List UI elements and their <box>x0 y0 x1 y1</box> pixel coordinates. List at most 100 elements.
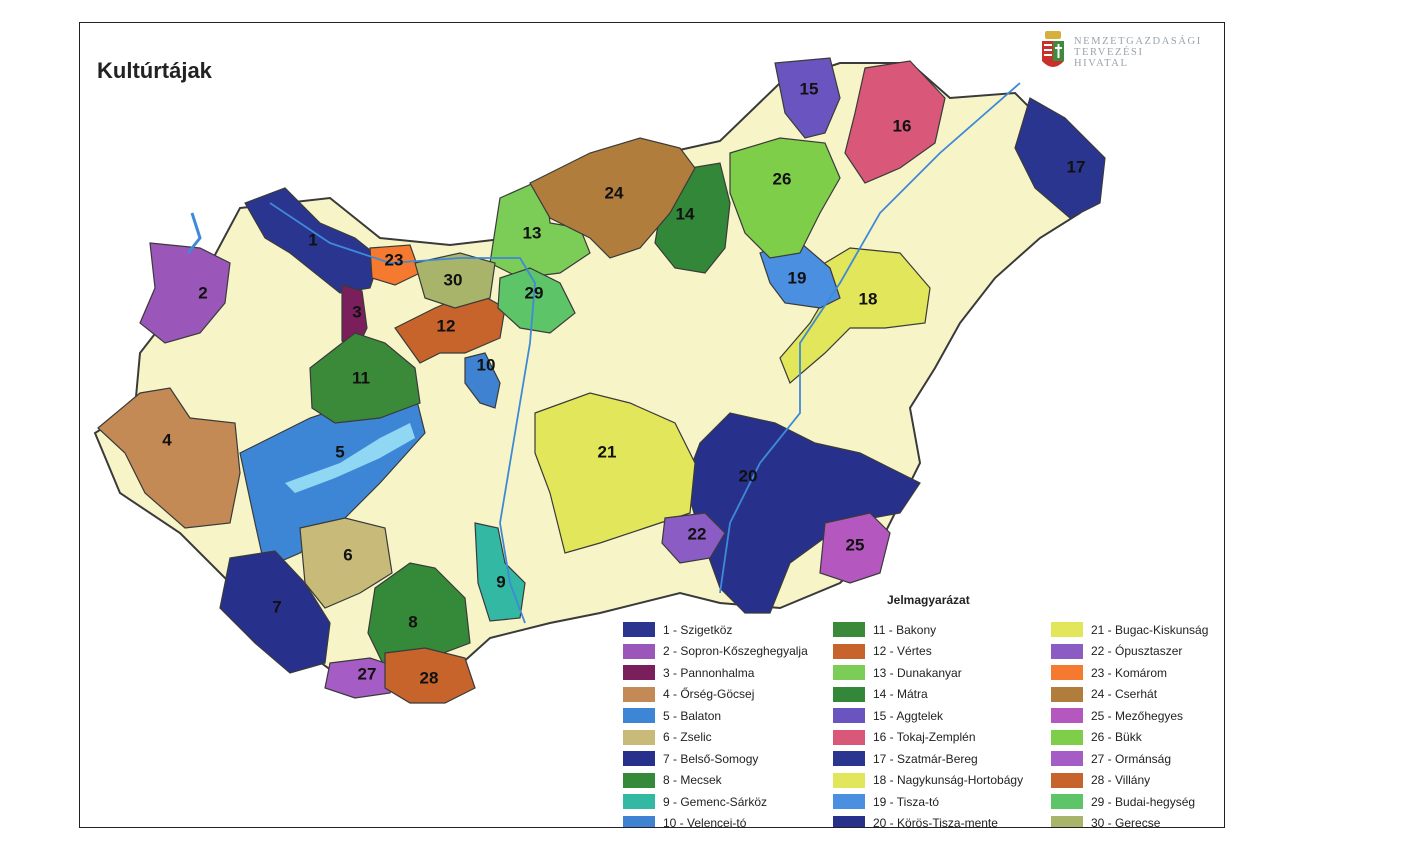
region-8 <box>367 562 471 669</box>
region-22 <box>661 512 726 564</box>
legend-label: 29 - Budai-hegység <box>1091 794 1196 809</box>
logo-text: NEMZETGAZDASÁGI TERVEZÉSI HIVATAL <box>1074 36 1202 69</box>
legend-item: 10 - Velencei-tó <box>623 813 808 828</box>
legend-label: 3 - Pannonhalma <box>663 665 755 680</box>
legend-item: 21 - Bugac-Kiskunság <box>1051 619 1208 641</box>
legend-swatch <box>623 665 655 681</box>
legend-swatch <box>833 729 865 745</box>
legend-label: 8 - Mecsek <box>663 773 722 788</box>
legend-label: 19 - Tisza-tó <box>873 794 940 809</box>
region-1 <box>244 187 381 294</box>
legend-label: 10 - Velencei-tó <box>663 816 747 828</box>
legend-swatch <box>833 751 865 767</box>
lake-ferto <box>186 212 202 254</box>
legend-swatch <box>1051 815 1083 827</box>
region-label-22: 22 <box>688 524 707 543</box>
legend-item: 9 - Gemenc-Sárköz <box>623 791 808 813</box>
region-label-29: 29 <box>525 283 544 302</box>
region-30 <box>414 252 496 309</box>
region-23 <box>369 244 421 286</box>
legend-swatch <box>1051 708 1083 724</box>
legend: 1 - Szigetköz 2 - Sopron-Kőszeghegyalja 3 … <box>623 619 1223 828</box>
legend-swatch <box>623 729 655 745</box>
legend-item: 7 - Belső-Somogy <box>623 748 808 770</box>
region-5-lake <box>285 423 415 493</box>
legend-item: 13 - Dunakanyar <box>833 662 1023 684</box>
region-label-11: 11 <box>352 368 370 387</box>
legend-label: 15 - Aggtelek <box>873 708 944 723</box>
region-6 <box>299 517 393 609</box>
legend-item: 17 - Szatmár-Bereg <box>833 748 1023 770</box>
tisza-river <box>719 82 1021 594</box>
legend-label: 11 - Bakony <box>873 622 937 637</box>
region-15 <box>774 57 841 139</box>
coat-of-arms-icon <box>1042 31 1064 67</box>
rivers <box>186 82 1021 624</box>
region-9 <box>474 522 526 622</box>
region-11 <box>309 332 421 424</box>
legend-swatch <box>1051 729 1083 745</box>
legend-item: 18 - Nagykunság-Hortobágy <box>833 770 1023 792</box>
legend-item: 1 - Szigetköz <box>623 619 808 641</box>
legend-swatch <box>623 622 655 638</box>
legend-label: 24 - Cserhát <box>1091 687 1158 702</box>
region-label-16: 16 <box>893 116 912 135</box>
legend-item: 11 - Bakony <box>833 619 1023 641</box>
legend-swatch <box>623 772 655 788</box>
region-27 <box>324 657 401 699</box>
legend-item: 3 - Pannonhalma <box>623 662 808 684</box>
legend-swatch <box>1051 665 1083 681</box>
legend-item: 27 - Ormánság <box>1051 748 1208 770</box>
legend-title: Jelmagyarázat <box>887 593 970 607</box>
region-18 <box>779 247 931 385</box>
region-label-4: 4 <box>162 430 172 449</box>
legend-label: 23 - Komárom <box>1091 665 1168 680</box>
region-24 <box>529 137 696 259</box>
legend-item: 24 - Cserhát <box>1051 684 1208 706</box>
region-label-12: 12 <box>437 316 456 335</box>
region-29 <box>497 267 576 334</box>
legend-item: 16 - Tokaj-Zemplén <box>833 727 1023 749</box>
region-7 <box>219 550 331 674</box>
region-label-24: 24 <box>605 183 624 202</box>
region-17 <box>1014 97 1106 219</box>
region-label-6: 6 <box>343 545 352 564</box>
legend-item: 22 - Ópusztaszer <box>1051 641 1208 663</box>
legend-swatch <box>833 708 865 724</box>
legend-label: 12 - Vértes <box>873 644 932 659</box>
region-28 <box>384 647 476 704</box>
legend-swatch <box>623 686 655 702</box>
danube-river <box>269 202 536 624</box>
legend-swatch <box>623 643 655 659</box>
map-frame: 1 2 3 4 5 6 7 8 9 10 11 12 13 14 15 16 1… <box>79 22 1225 828</box>
region-label-14: 14 <box>676 204 695 223</box>
legend-swatch <box>833 815 865 827</box>
legend-item: 29 - Budai-hegység <box>1051 791 1208 813</box>
legend-swatch <box>623 815 655 827</box>
legend-swatch <box>1051 686 1083 702</box>
legend-swatch <box>1051 794 1083 810</box>
legend-item: 20 - Körös-Tisza-mente <box>833 813 1023 827</box>
legend-swatch <box>833 665 865 681</box>
legend-item: 14 - Mátra <box>833 684 1023 706</box>
region-2 <box>139 242 231 344</box>
region-label-26: 26 <box>773 169 792 188</box>
legend-item: 19 - Tisza-tó <box>833 791 1023 813</box>
legend-label: 2 - Sopron-Kőszeghegyalja <box>663 644 808 659</box>
region-label-7: 7 <box>272 597 281 616</box>
logo-line-3: HIVATAL <box>1074 58 1129 69</box>
legend-item: 23 - Komárom <box>1051 662 1208 684</box>
legend-swatch <box>1051 622 1083 638</box>
region-label-28: 28 <box>420 668 439 687</box>
legend-item: 30 - Gerecse <box>1051 813 1208 827</box>
region-4 <box>97 387 241 529</box>
legend-label: 4 - Őrség-Göcsej <box>663 687 755 702</box>
legend-swatch <box>1051 751 1083 767</box>
region-label-1: 1 <box>308 230 317 249</box>
legend-swatch <box>623 794 655 810</box>
region-10 <box>464 352 501 409</box>
legend-column-3: 21 - Bugac-Kiskunság 22 - Ópusztaszer 23 -… <box>1051 619 1208 827</box>
legend-item: 15 - Aggtelek <box>833 705 1023 727</box>
region-label-17: 17 <box>1067 157 1086 176</box>
region-label-20: 20 <box>739 466 758 485</box>
